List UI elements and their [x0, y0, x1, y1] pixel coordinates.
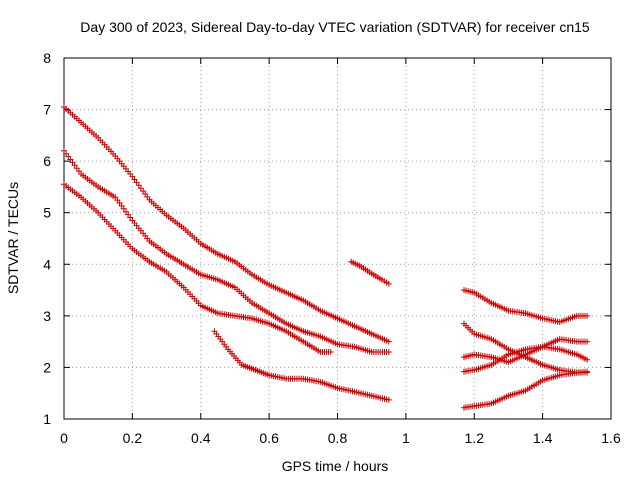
data-point — [584, 338, 591, 345]
grid — [64, 58, 611, 419]
y-axis-label: SDTVAR / TECUs — [5, 182, 21, 294]
y-tick-label: 3 — [43, 308, 51, 324]
data-point — [385, 338, 392, 345]
data-point — [584, 312, 591, 319]
data-point — [385, 396, 392, 403]
y-tick-label: 7 — [43, 102, 51, 118]
y-tick-label: 4 — [43, 256, 51, 272]
chart-title: Day 300 of 2023, Sidereal Day-to-day VTE… — [80, 19, 590, 35]
x-tick-label: 1.2 — [465, 430, 485, 446]
x-tick-label: 1.6 — [601, 430, 621, 446]
data-point — [584, 356, 591, 363]
data-point — [327, 349, 334, 355]
data-points — [61, 104, 591, 411]
x-tick-label: 1 — [402, 430, 410, 446]
y-tick-label: 8 — [43, 50, 51, 66]
y-tick-label: 5 — [43, 205, 51, 221]
x-tick-label: 0 — [60, 430, 68, 446]
data-point — [385, 349, 392, 355]
data-point — [385, 280, 392, 287]
y-tick-label: 2 — [43, 359, 51, 375]
x-tick-label: 0.4 — [191, 430, 211, 446]
plot-frame — [63, 57, 612, 420]
x-tick-label: 0.8 — [328, 430, 348, 446]
x-axis-label: GPS time / hours — [282, 458, 389, 474]
y-tick-label: 6 — [43, 153, 51, 169]
x-tick-label: 0.6 — [259, 430, 279, 446]
data-point — [584, 368, 591, 375]
axis-ticks: 0 0.2 0.4 0.6 0.8 1 1.2 1.4 1.6 1 2 3 4 5 6 7 8 — [43, 50, 621, 446]
y-tick-label: 1 — [43, 411, 51, 427]
x-tick-label: 0.2 — [123, 430, 143, 446]
x-tick-label: 1.4 — [533, 430, 553, 446]
